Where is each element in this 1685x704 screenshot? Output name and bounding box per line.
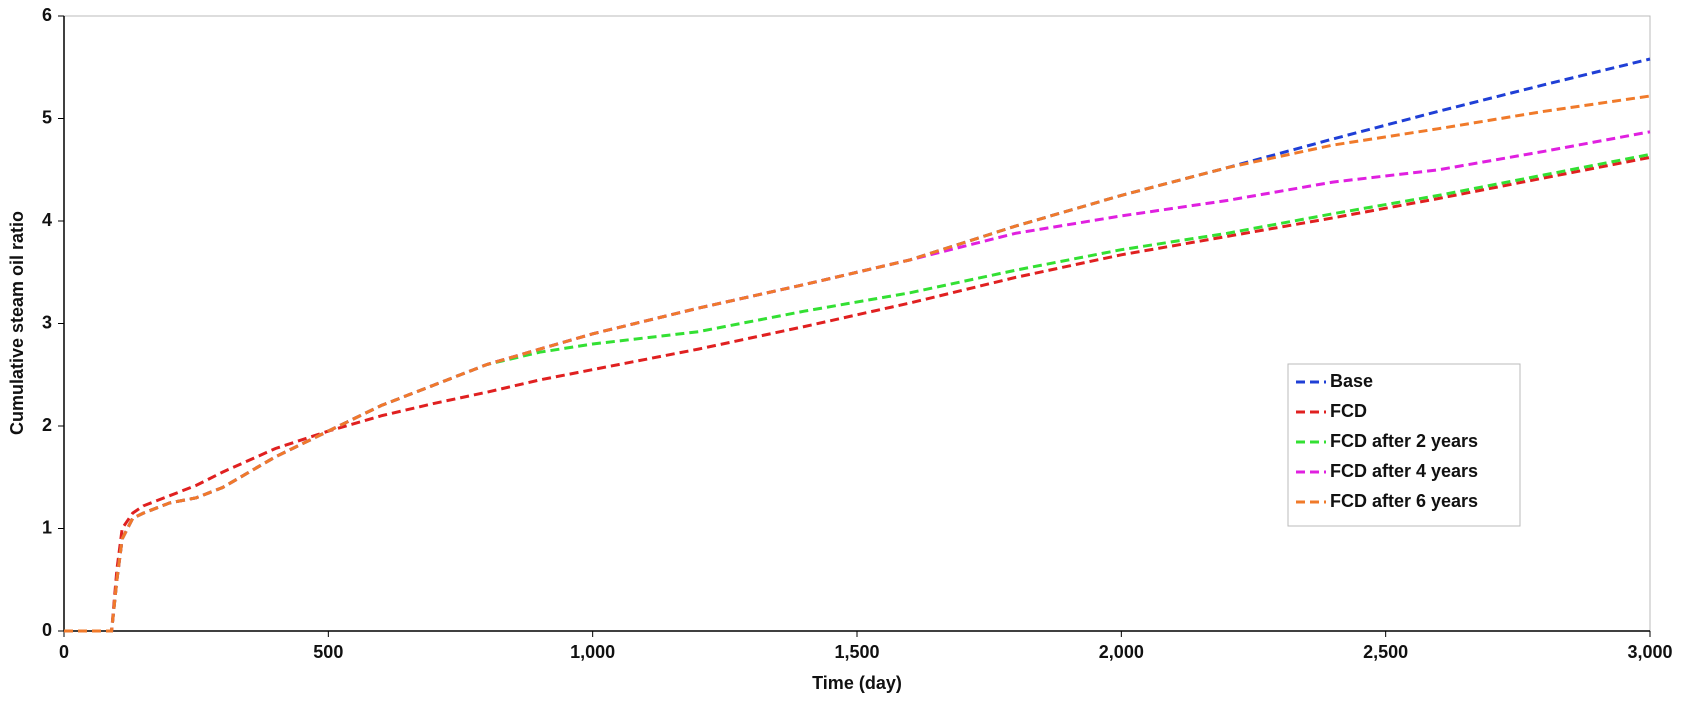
series-line [64, 94, 1651, 633]
x-tick-label: 2,000 [1099, 642, 1144, 662]
y-axis-label: Cumulative steam oil ratio [7, 211, 27, 435]
plot-frame [63, 15, 1651, 632]
y-tick-label: 1 [42, 517, 52, 537]
y-tick-label: 3 [42, 312, 52, 332]
x-tick-label: 1,000 [570, 642, 615, 662]
y-tick-label: 6 [42, 5, 52, 25]
series-line [64, 155, 1651, 633]
y-tick-label: 5 [42, 107, 52, 127]
legend-label: FCD after 2 years [1330, 431, 1478, 451]
x-tick-label: 3,000 [1627, 642, 1672, 662]
x-tick-label: 1,500 [834, 642, 879, 662]
series-line [64, 57, 1651, 633]
x-tick-label: 2,500 [1363, 642, 1408, 662]
y-tick-label: 2 [42, 415, 52, 435]
legend-box [1287, 363, 1521, 527]
y-tick-label: 4 [42, 210, 52, 230]
legend-label: Base [1330, 371, 1373, 391]
x-tick-label: 0 [59, 642, 69, 662]
x-tick-label: 500 [313, 642, 343, 662]
x-axis-label: Time (day) [812, 673, 902, 693]
y-tick-label: 0 [42, 620, 52, 640]
legend-label: FCD after 6 years [1330, 491, 1478, 511]
legend-label: FCD [1330, 401, 1367, 421]
legend-label: FCD after 4 years [1330, 461, 1478, 481]
